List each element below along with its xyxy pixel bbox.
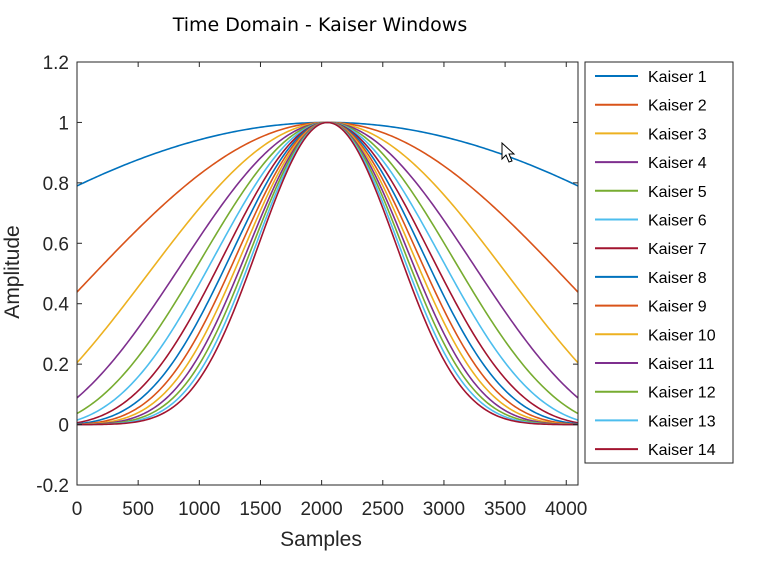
x-tick-label: 2000 [300, 499, 342, 520]
tick-marks [76, 61, 578, 486]
legend-entry-label: Kaiser 2 [648, 98, 707, 115]
plot-frame [76, 61, 579, 486]
y-tick-label: 0 [58, 416, 69, 437]
legend-entry-label: Kaiser 7 [648, 241, 707, 258]
y-tick-label: 0.6 [43, 234, 69, 255]
y-tick-label: 0.8 [43, 174, 69, 195]
x-tick-label: 4000 [545, 499, 587, 520]
y-tick-label: 0.2 [43, 355, 69, 376]
x-tick-label: 500 [122, 499, 154, 520]
y-tick-label: 1 [58, 113, 69, 134]
x-axis-label: Samples [280, 528, 362, 551]
x-tick-label: 1500 [239, 499, 281, 520]
legend-entry-label: Kaiser 12 [648, 385, 716, 402]
legend-entry-label: Kaiser 9 [648, 299, 707, 316]
x-tick-label: 0 [72, 499, 83, 520]
legend-entry-label: Kaiser 8 [648, 270, 707, 287]
legend-entry-label: Kaiser 14 [648, 442, 716, 459]
legend-entry-label: Kaiser 10 [648, 327, 716, 344]
y-axis-label: Amplitude [1, 225, 24, 318]
x-tick-label: 1000 [178, 499, 220, 520]
y-tick-labels: -0.2 0 0.2 0.4 0.6 0.8 1 1.2 [36, 53, 69, 497]
plot-area [76, 61, 579, 486]
y-tick-label: -0.2 [36, 476, 69, 497]
legend-entry-label: Kaiser 13 [648, 413, 716, 430]
mouse-cursor-icon [501, 141, 516, 163]
x-tick-label: 2500 [362, 499, 404, 520]
series-line-kaiser-14 [77, 121, 578, 426]
legend: Kaiser 1 Kaiser 2 Kaiser 3 Kaiser 4 Kaiser 5… [584, 61, 734, 464]
chart-title: Time Domain - Kaiser Windows [172, 14, 468, 36]
legend-entry-label: Kaiser 6 [648, 213, 707, 230]
y-tick-label: 1.2 [43, 53, 69, 74]
legend-box [584, 61, 734, 464]
x-tick-labels: 0 500 1000 1500 2000 2500 3000 3500 4000 [72, 499, 588, 520]
legend-entry-label: Kaiser 3 [648, 126, 707, 143]
y-tick-label: 0.4 [43, 295, 70, 316]
plot-background [77, 62, 578, 485]
legend-entry-label: Kaiser 4 [648, 155, 707, 172]
x-tick-label: 3500 [484, 499, 526, 520]
x-tick-label: 3000 [423, 499, 465, 520]
legend-entry-label: Kaiser 11 [648, 356, 715, 373]
legend-entry-label: Kaiser 1 [648, 69, 707, 86]
series-lines [76, 121, 579, 426]
legend-entry-label: Kaiser 5 [648, 184, 707, 201]
